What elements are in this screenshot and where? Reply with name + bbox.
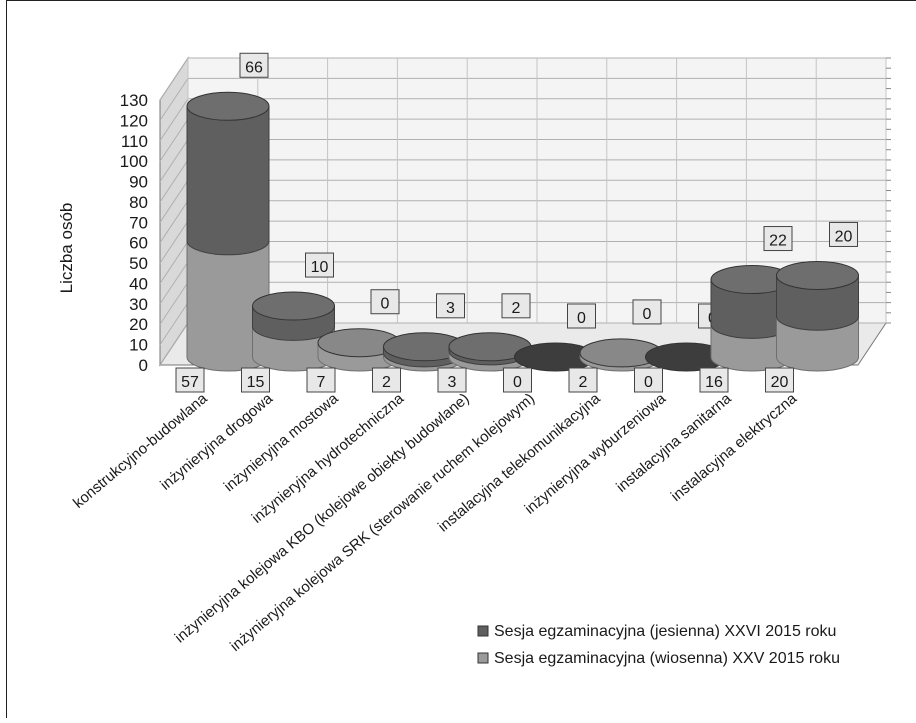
- y-tick-label: 60: [129, 234, 148, 253]
- data-label-box-spring: [699, 367, 729, 393]
- data-label-box-spring: [503, 367, 532, 393]
- data-label-autumn: 0: [577, 310, 586, 327]
- data-label-box-spring: [306, 367, 336, 393]
- legend-swatch: [477, 625, 489, 637]
- data-label-box-spring: [241, 367, 270, 393]
- gridline-side: [159, 98, 189, 142]
- gridline-side: [159, 200, 189, 243]
- category-label: inżynieryjna kolejowa SRK (sterowanie ru…: [227, 390, 538, 655]
- legend-label: Sesja egzaminacyjna (jesienna) XXVI 2015…: [494, 623, 836, 640]
- gridline-side: [159, 220, 189, 264]
- data-label-autumn: 2: [512, 300, 521, 317]
- data-label-spring: 7: [317, 374, 326, 391]
- data-label-box-autumn: [567, 303, 596, 329]
- gridline-side: [159, 322, 189, 366]
- gridline-side: [159, 118, 189, 162]
- data-label-autumn: 3: [446, 300, 455, 317]
- chart-frame-top: [6, 0, 916, 1]
- data-label-autumn: 0: [381, 296, 390, 313]
- data-label-box-autumn: [239, 52, 269, 78]
- data-label-box-spring: [765, 367, 794, 393]
- data-label-box-autumn: [829, 221, 858, 247]
- data-label-spring: 16: [705, 374, 723, 391]
- data-label-spring: 57: [181, 374, 199, 391]
- y-tick-label: 130: [120, 91, 148, 110]
- gridline-side: [159, 281, 189, 325]
- side-wall: [159, 56, 189, 367]
- bar-top-9: [776, 260, 859, 290]
- y-tick-label: 70: [129, 213, 148, 232]
- data-label-box-spring: [634, 367, 663, 393]
- gridline-side: [159, 180, 189, 223]
- data-label-spring: 20: [771, 374, 789, 391]
- data-label-box-autumn: [632, 299, 662, 325]
- y-tick-label: 30: [129, 295, 148, 314]
- data-label-box-spring: [372, 367, 401, 393]
- data-label-box-spring: [568, 367, 598, 393]
- data-label-spring: 2: [382, 374, 391, 391]
- y-axis-title: Liczba osób: [57, 203, 76, 294]
- y-tick-label: 10: [129, 336, 148, 355]
- y-tick-label: 110: [121, 132, 148, 151]
- data-label-autumn: 20: [835, 228, 853, 245]
- data-label-autumn: 0: [643, 306, 652, 323]
- y-tick-label: 20: [129, 315, 148, 334]
- data-label-box-spring: [437, 367, 467, 393]
- gridline-side: [159, 302, 189, 345]
- y-tick-label: 120: [120, 111, 148, 130]
- data-label-box-autumn: [501, 293, 531, 319]
- data-label-box-autumn: [370, 289, 400, 315]
- category-label: inżynieryjna drogowa: [157, 390, 276, 494]
- data-label-box-spring: [175, 367, 205, 393]
- y-tick-label: 80: [129, 193, 148, 212]
- category-label: konstrukcyjno-budowlana: [70, 390, 211, 512]
- data-label-box-autumn: [763, 226, 793, 252]
- category-label: instalacyjna elektryczna: [668, 390, 801, 505]
- category-label: inżynieryjna mostowa: [221, 390, 342, 496]
- data-label-autumn: 66: [245, 59, 263, 76]
- y-tick-label: 40: [129, 274, 148, 293]
- gridline-side: [159, 159, 189, 203]
- bar-top-0: [186, 91, 270, 121]
- data-label-spring: 3: [448, 374, 457, 391]
- y-tick-label: 90: [129, 173, 148, 192]
- data-label-spring: 0: [513, 374, 522, 391]
- y-tick-label: 100: [120, 152, 148, 171]
- legend-label: Sesja egzaminacyjna (wiosenna) XXV 2015 …: [494, 650, 840, 667]
- bar-autumn-9: [776, 274, 859, 331]
- y-tick-label: 0: [139, 356, 148, 375]
- y-tick-label: 50: [129, 254, 148, 273]
- bar-spring-9: [776, 315, 859, 372]
- data-label-box-autumn: [436, 293, 465, 319]
- gridline-side: [159, 78, 189, 121]
- bar-autumn-0: [186, 105, 270, 256]
- bar-top-1: [252, 291, 335, 321]
- gridline-side: [159, 57, 189, 101]
- chart-frame-left: [6, 0, 7, 718]
- data-label-spring: 15: [247, 374, 265, 391]
- data-label-autumn: 22: [769, 233, 787, 250]
- data-label-autumn: 10: [311, 259, 329, 276]
- data-label-box-autumn: [305, 252, 334, 278]
- data-label-spring: 0: [644, 374, 653, 391]
- gridline-side: [159, 261, 189, 305]
- category-label: instalacyjna sanitarna: [613, 390, 735, 496]
- legend-swatch: [477, 652, 489, 664]
- category-label: inżynieryjna kolejowa KBO (kolejowe obie…: [172, 390, 473, 646]
- gridline-side: [159, 241, 189, 284]
- gridline-side: [159, 139, 189, 182]
- data-label-spring: 2: [579, 374, 588, 391]
